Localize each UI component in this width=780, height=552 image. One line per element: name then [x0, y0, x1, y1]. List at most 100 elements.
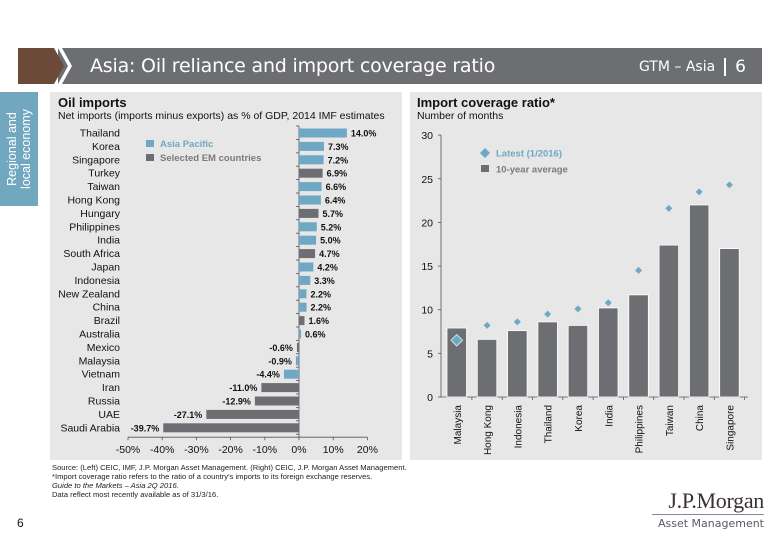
- y-tick-label: 25: [421, 174, 433, 186]
- y-tick-label: 0: [427, 392, 433, 404]
- marker-latest: [635, 266, 643, 274]
- category-label: Brazil: [94, 315, 120, 327]
- marker-latest: [513, 318, 521, 326]
- x-tick-label: Malaysia: [453, 405, 464, 445]
- bar: [299, 222, 317, 232]
- bar: [299, 208, 319, 218]
- category-label: South Africa: [63, 248, 120, 260]
- bar: [299, 329, 302, 339]
- x-tick-label: 10%: [323, 444, 344, 456]
- bar: [261, 383, 299, 393]
- bar-10yr-average: [567, 325, 589, 398]
- category-label: Philippines: [69, 221, 120, 233]
- bar: [299, 195, 321, 205]
- header-page-number: 6: [735, 57, 746, 77]
- x-tick-label: India: [604, 405, 615, 427]
- bar: [299, 249, 316, 259]
- legend-label: Selected EM countries: [160, 153, 261, 164]
- bar-10yr-average: [688, 204, 710, 398]
- y-tick-label: 20: [421, 217, 433, 229]
- bar: [299, 316, 305, 326]
- category-label: Turkey: [88, 168, 120, 180]
- x-tick-label: Thailand: [544, 405, 555, 443]
- data-label: -11.0%: [229, 383, 257, 393]
- category-label: Vietnam: [82, 369, 121, 381]
- category-label: India: [97, 235, 120, 247]
- side-tab-line-2: local economy: [19, 109, 33, 189]
- category-label: Malaysia: [79, 355, 121, 367]
- x-tick-label: 0%: [291, 444, 306, 456]
- x-tick-label: 20%: [357, 444, 378, 456]
- data-label: 4.2%: [317, 263, 338, 273]
- x-tick-label: Singapore: [725, 405, 736, 451]
- bar: [299, 168, 323, 178]
- bar-10yr-average: [537, 321, 558, 398]
- data-label: 4.7%: [319, 249, 340, 259]
- bar: [295, 356, 299, 366]
- x-tick-label: Philippines: [635, 405, 646, 453]
- y-tick-label: 10: [421, 305, 433, 317]
- bar-10yr-average: [476, 338, 498, 398]
- category-label: Indonesia: [74, 275, 120, 287]
- import-coverage-title: Import coverage ratio*: [417, 95, 555, 110]
- bar: [299, 235, 317, 245]
- marker-latest: [483, 321, 491, 329]
- oil-imports-subtitle: Net imports (imports minus exports) as %…: [58, 110, 385, 122]
- category-label: Hong Kong: [67, 195, 120, 207]
- legend-diamond-icon: [480, 148, 490, 158]
- page-title: Asia: Oil reliance and import coverage r…: [90, 55, 496, 77]
- data-label: 5.0%: [320, 236, 341, 246]
- legend-swatch: [146, 140, 154, 147]
- category-label: Thailand: [80, 128, 120, 140]
- category-label: Saudi Arabia: [60, 422, 120, 434]
- definition-note: *Import coverage ratio refers to the rat…: [52, 472, 373, 481]
- logo-subtitle: Asset Management: [657, 517, 764, 530]
- category-label: China: [93, 302, 121, 314]
- marker-latest: [725, 181, 733, 189]
- category-label: Japan: [91, 262, 120, 274]
- category-label: Taiwan: [87, 181, 120, 193]
- x-tick-label: Indonesia: [513, 405, 524, 449]
- marker-latest: [544, 310, 552, 318]
- category-label: New Zealand: [58, 288, 120, 300]
- x-tick-label: -20%: [218, 444, 243, 456]
- oil-imports-panel: [50, 92, 402, 460]
- source-note: Source: (Left) CEIC, IMF, J.P. Morgan As…: [52, 463, 407, 472]
- data-label: 5.7%: [322, 209, 343, 219]
- legend-square-icon: [481, 165, 489, 172]
- guide-note: Guide to the Markets – Asia 2Q 2016.: [52, 481, 179, 490]
- bar: [299, 141, 324, 151]
- marker-latest: [451, 335, 462, 346]
- data-label: 0.6%: [305, 330, 326, 340]
- data-label: 3.3%: [314, 276, 335, 286]
- data-date-note: Data reflect most recently available as …: [52, 490, 219, 499]
- oil-imports-chart: Thailand 14.0% Korea 7.3% Singapore 7.2% Turke…: [58, 125, 378, 456]
- section-side-tab: Regional and local economy: [0, 92, 38, 206]
- data-label: 7.2%: [328, 155, 349, 165]
- marker-latest: [574, 305, 582, 313]
- data-label: 2.2%: [311, 289, 332, 299]
- marker-latest: [604, 299, 612, 307]
- data-label: -4.4%: [256, 370, 280, 380]
- jpmorgan-logo: J.P.Morgan Asset Management: [652, 490, 764, 530]
- header-divider: [724, 58, 727, 76]
- category-label: UAE: [98, 409, 120, 421]
- oil-imports-title: Oil imports: [58, 95, 127, 110]
- bar: [299, 302, 307, 312]
- bar: [299, 275, 311, 285]
- category-label: Singapore: [72, 154, 120, 166]
- x-tick-label: Korea: [574, 405, 585, 432]
- legend-swatch: [146, 154, 154, 161]
- bar-10yr-average: [598, 307, 619, 398]
- legend-label: Latest (1/2016): [496, 149, 562, 160]
- bar: [206, 409, 299, 419]
- x-tick-label: Taiwan: [665, 405, 676, 436]
- x-tick-label: -50%: [116, 444, 141, 456]
- side-tab-line-1: Regional and: [5, 112, 19, 186]
- bar-10yr-average: [446, 327, 467, 398]
- bar: [163, 423, 299, 433]
- data-label: -12.9%: [222, 397, 251, 407]
- data-label: 1.6%: [308, 316, 329, 326]
- section-label: GTM – Asia: [638, 59, 716, 75]
- y-tick-label: 5: [427, 348, 433, 360]
